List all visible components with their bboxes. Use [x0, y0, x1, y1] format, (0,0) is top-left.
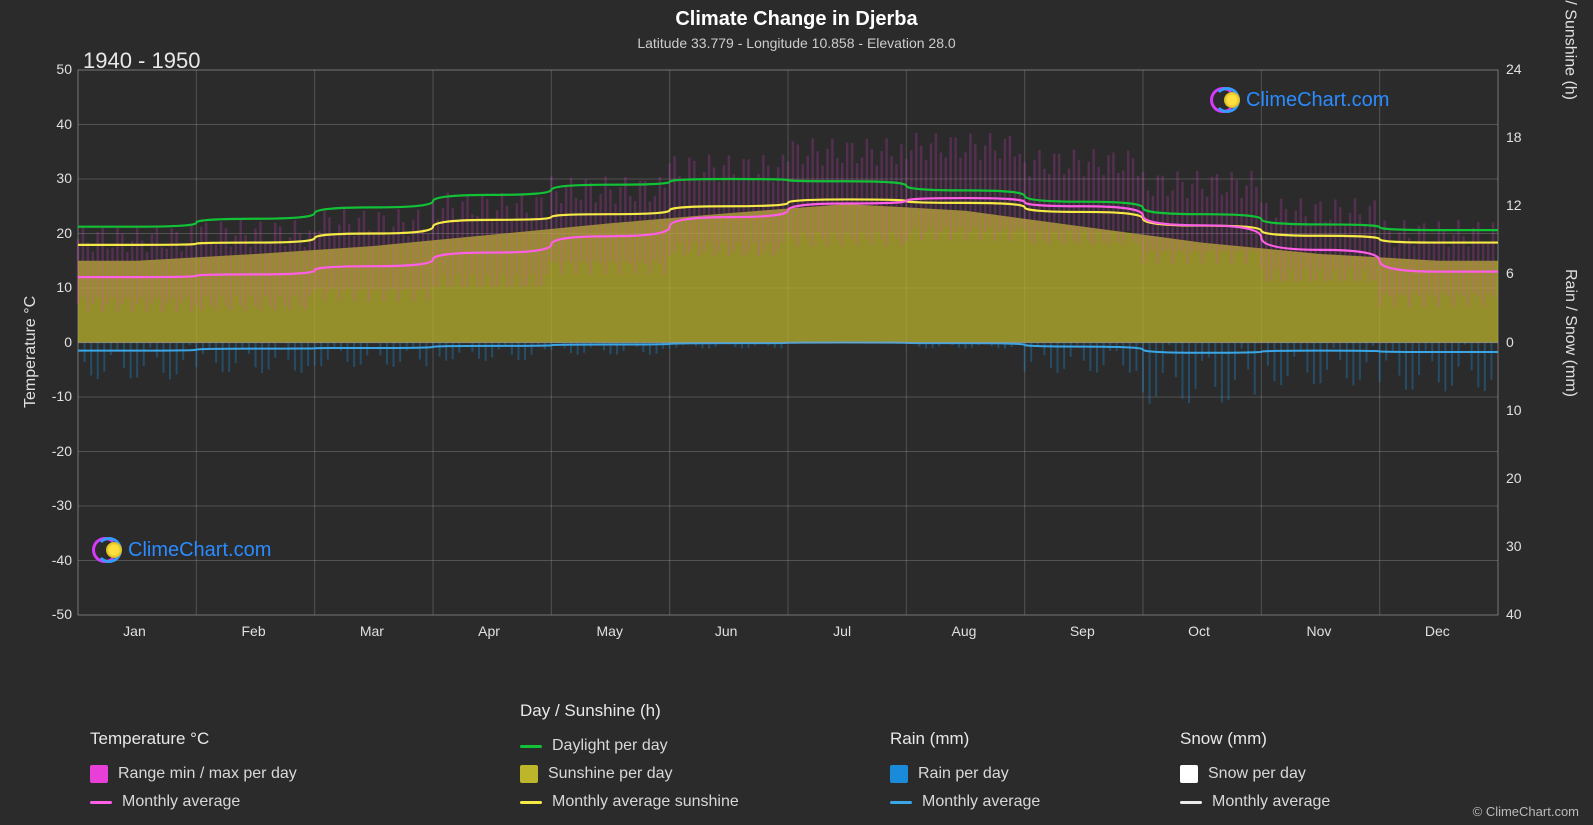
legend-label: Monthly average sunshine [552, 793, 739, 811]
month-label: Nov [1307, 623, 1332, 639]
left-tick: -20 [32, 443, 72, 459]
month-label: Jan [123, 623, 146, 639]
month-label: Mar [360, 623, 384, 639]
left-tick: 30 [32, 170, 72, 186]
month-label: Sep [1070, 623, 1095, 639]
legend-swatch [890, 801, 912, 804]
right-top-tick: 0 [1506, 334, 1514, 350]
legend-item: Sunshine per day [520, 765, 739, 783]
legend-item: Snow per day [1180, 765, 1330, 783]
right-bottom-tick: 40 [1506, 606, 1522, 622]
month-label: May [597, 623, 623, 639]
legend-group: Temperature °C Range min / max per day Mon… [90, 729, 297, 811]
legend-group-title: Temperature °C [90, 729, 297, 749]
left-tick: -30 [32, 497, 72, 513]
legend: Temperature °C Range min / max per day Mon… [90, 671, 1553, 811]
right-top-tick: 18 [1506, 129, 1522, 145]
legend-item: Range min / max per day [90, 765, 297, 783]
legend-label: Snow per day [1208, 765, 1306, 783]
legend-label: Range min / max per day [118, 765, 297, 783]
watermark-text: ClimeChart.com [128, 539, 271, 562]
watermark: ClimeChart.com [1210, 86, 1389, 114]
right-bottom-tick: 20 [1506, 470, 1522, 486]
right-axis-top-label: Day / Sunshine (h) [1561, 0, 1579, 100]
legend-group-title: Day / Sunshine (h) [520, 701, 739, 721]
legend-item: Rain per day [890, 765, 1040, 783]
left-tick: 50 [32, 61, 72, 77]
legend-item: Monthly average sunshine [520, 793, 739, 811]
left-tick: -40 [32, 552, 72, 568]
left-tick: 10 [32, 279, 72, 295]
legend-group: Day / Sunshine (h) Daylight per day Sunshi… [520, 701, 739, 811]
legend-swatch [890, 765, 908, 783]
legend-label: Monthly average [922, 793, 1040, 811]
legend-item: Daylight per day [520, 737, 739, 755]
watermark: ClimeChart.com [92, 536, 271, 564]
legend-item: Monthly average [890, 793, 1040, 811]
watermark-text: ClimeChart.com [1246, 89, 1389, 112]
legend-label: Rain per day [918, 765, 1009, 783]
legend-group-title: Rain (mm) [890, 729, 1040, 749]
legend-item: Monthly average [1180, 793, 1330, 811]
legend-swatch [90, 765, 108, 783]
copyright-text: © ClimeChart.com [1473, 804, 1579, 819]
right-bottom-tick: 10 [1506, 402, 1522, 418]
left-tick: 40 [32, 116, 72, 132]
month-label: Jul [833, 623, 851, 639]
left-tick: -50 [32, 606, 72, 622]
legend-swatch [520, 745, 542, 748]
logo-icon [92, 536, 120, 564]
right-top-tick: 12 [1506, 197, 1522, 213]
left-tick: -10 [32, 388, 72, 404]
legend-label: Monthly average [1212, 793, 1330, 811]
right-top-tick: 6 [1506, 265, 1514, 281]
legend-label: Sunshine per day [548, 765, 673, 783]
legend-label: Daylight per day [552, 737, 668, 755]
month-label: Apr [478, 623, 500, 639]
legend-group-title: Snow (mm) [1180, 729, 1330, 749]
right-axis-bottom-label: Rain / Snow (mm) [1561, 269, 1579, 397]
month-label: Dec [1425, 623, 1450, 639]
legend-swatch [90, 801, 112, 804]
right-bottom-tick: 30 [1506, 538, 1522, 554]
legend-swatch [1180, 801, 1202, 804]
month-label: Aug [952, 623, 977, 639]
legend-item: Monthly average [90, 793, 297, 811]
legend-swatch [520, 765, 538, 783]
month-label: Feb [242, 623, 266, 639]
legend-label: Monthly average [122, 793, 240, 811]
legend-group: Rain (mm) Rain per day Monthly average [890, 729, 1040, 811]
legend-swatch [1180, 765, 1198, 783]
month-label: Oct [1188, 623, 1210, 639]
legend-group: Snow (mm) Snow per day Monthly average [1180, 729, 1330, 811]
left-tick: 20 [32, 225, 72, 241]
month-label: Jun [715, 623, 738, 639]
logo-icon [1210, 86, 1238, 114]
left-tick: 0 [32, 334, 72, 350]
right-top-tick: 24 [1506, 61, 1522, 77]
legend-swatch [520, 801, 542, 804]
